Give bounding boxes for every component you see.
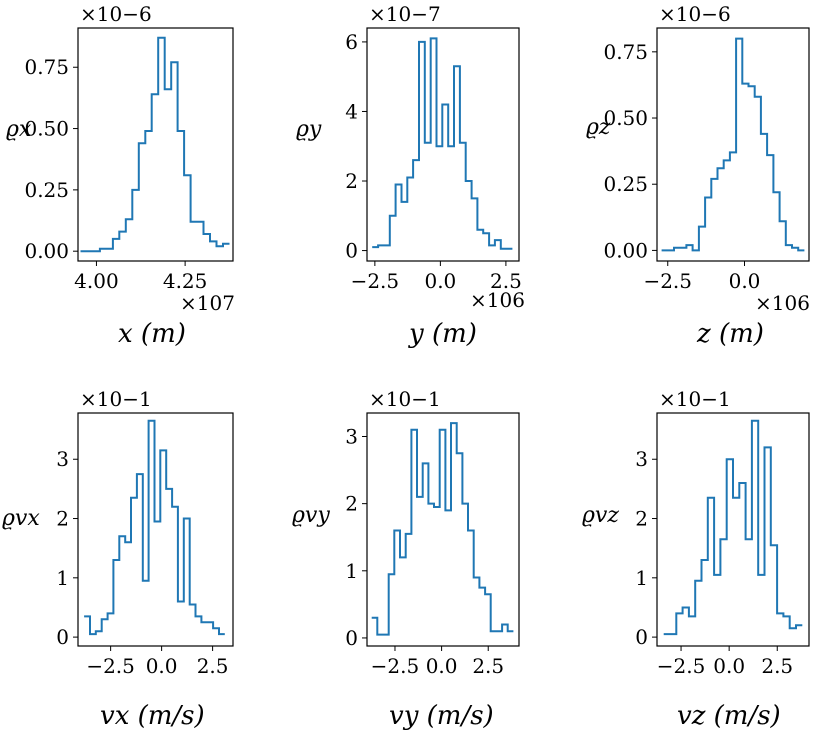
axes-frame [366, 27, 520, 262]
axes-frame [656, 412, 810, 647]
x-ticks: 4.00 4.25 [74, 261, 207, 293]
x-ticks: −2.5 0.0 [643, 261, 760, 293]
y-tick-label: 6 [345, 30, 358, 54]
histogram-line [371, 422, 514, 636]
y-multiplier: ×10−1 [659, 387, 731, 411]
y-tick-label: 3 [56, 447, 69, 471]
histogram-line [663, 419, 803, 636]
x-tick-label: 4.00 [74, 269, 119, 293]
y-tick-label: 0 [345, 626, 358, 650]
x-ticks: −2.5 0.0 2.5 [371, 646, 504, 678]
y-label: ϱvx [2, 506, 40, 531]
y-label: ϱy [296, 117, 322, 142]
axes-frame [77, 27, 234, 262]
y-ticks: 0 1 2 3 [56, 447, 78, 649]
y-label: ϱx [6, 117, 32, 142]
axes-frame [366, 412, 520, 647]
y-tick-label: 1 [635, 566, 648, 590]
panel-vy: 0 1 2 3 −2.5 0.0 2.5 ×10−1 ϱvy vy (m/s) [292, 387, 520, 731]
y-tick-label: 0 [56, 625, 69, 649]
y-multiplier: ×10−6 [659, 2, 731, 26]
x-tick-label: 0.0 [729, 269, 761, 293]
y-tick-label: 1 [56, 566, 69, 590]
x-tick-label: 0.0 [426, 654, 458, 678]
y-tick-label: 0.00 [24, 239, 69, 263]
y-tick-label: 2 [345, 169, 358, 193]
y-tick-label: 3 [635, 447, 648, 471]
y-tick-label: 0.25 [24, 178, 69, 202]
x-tick-label: −2.5 [86, 654, 135, 678]
x-label: y (m) [408, 319, 477, 349]
x-tick-label: −2.5 [643, 269, 692, 293]
x-tick-label: −2.5 [657, 654, 706, 678]
y-tick-label: 0.25 [603, 172, 648, 196]
y-tick-label: 3 [345, 425, 358, 449]
y-ticks: 0 1 2 3 [345, 425, 367, 650]
x-tick-label: 2.5 [197, 654, 229, 678]
histogram-line [372, 37, 513, 250]
histogram-line [661, 37, 805, 252]
y-ticks: 0 2 4 6 [345, 30, 367, 263]
x-label: vy (m/s) [389, 701, 494, 731]
y-multiplier: ×10−7 [369, 2, 441, 26]
y-tick-label: 0.50 [24, 117, 69, 141]
y-tick-label: 2 [345, 492, 358, 516]
x-tick-label: 0.0 [424, 269, 456, 293]
histogram-line [80, 36, 230, 253]
y-ticks: 0 1 2 3 [635, 447, 657, 649]
x-ticks: −2.5 0.0 2.5 [657, 646, 793, 678]
x-label: z (m) [696, 319, 764, 349]
x-multiplier: ×107 [180, 291, 235, 315]
x-multiplier: ×106 [755, 291, 810, 315]
y-ticks: 0.00 0.25 0.50 0.75 [24, 55, 78, 263]
panel-vx: 0 1 2 3 −2.5 0.0 2.5 ×10−1 ϱvx vx (m/s) [2, 387, 234, 731]
x-tick-label: −2.5 [351, 269, 400, 293]
y-label: ϱz [586, 115, 611, 140]
y-tick-label: 0 [635, 625, 648, 649]
x-label: vx (m/s) [100, 701, 205, 731]
x-tick-label: 0.0 [713, 654, 745, 678]
panel-x: 0.000.250.500.75 4.00 4.25 ×10−6 ×107 ϱx … [6, 2, 235, 349]
axes-frame [77, 412, 234, 647]
y-label: ϱvz [582, 503, 619, 528]
y-label: ϱvy [292, 503, 330, 528]
y-tick-label: 0 [345, 239, 358, 263]
x-tick-label: 2.5 [472, 654, 504, 678]
x-tick-label: 2.5 [761, 654, 793, 678]
y-tick-label: 1 [345, 559, 358, 583]
y-tick-label: 2 [56, 507, 69, 531]
y-ticks: 0.00 0.25 0.50 0.75 [603, 40, 657, 262]
y-tick-label: 0.75 [603, 40, 648, 64]
y-multiplier: ×10−1 [80, 387, 152, 411]
y-tick-label: 2 [635, 507, 648, 531]
y-multiplier: ×10−1 [369, 387, 441, 411]
y-tick-label: 0.50 [603, 106, 648, 130]
x-ticks: −2.5 0.0 2.5 [351, 261, 522, 293]
panel-y: 0 2 4 6 −2.5 0.0 2.5 ×10−7 ×106 ϱy y (m) [296, 2, 525, 349]
histogram-line [84, 419, 225, 636]
panel-vz: 0 1 2 3 −2.5 0.0 2.5 ×10−1 ϱvz vz (m/s) [582, 387, 810, 731]
axes-frame [656, 27, 810, 262]
x-ticks: −2.5 0.0 2.5 [86, 646, 229, 678]
x-label: x (m) [118, 319, 186, 349]
x-label: vz (m/s) [677, 701, 781, 731]
x-tick-label: 2.5 [490, 269, 522, 293]
x-tick-label: 0.0 [146, 654, 178, 678]
x-tick-label: 4.25 [163, 269, 208, 293]
y-tick-label: 4 [345, 99, 358, 123]
panel-z: 0.00 0.25 0.50 0.75 −2.5 0.0 ×10−6 ×106 ϱz z… [586, 2, 810, 349]
x-tick-label: −2.5 [371, 654, 420, 678]
y-tick-label: 0.00 [603, 238, 648, 262]
y-tick-label: 0.75 [24, 55, 69, 79]
x-multiplier: ×106 [470, 288, 525, 312]
y-multiplier: ×10−6 [80, 2, 152, 26]
